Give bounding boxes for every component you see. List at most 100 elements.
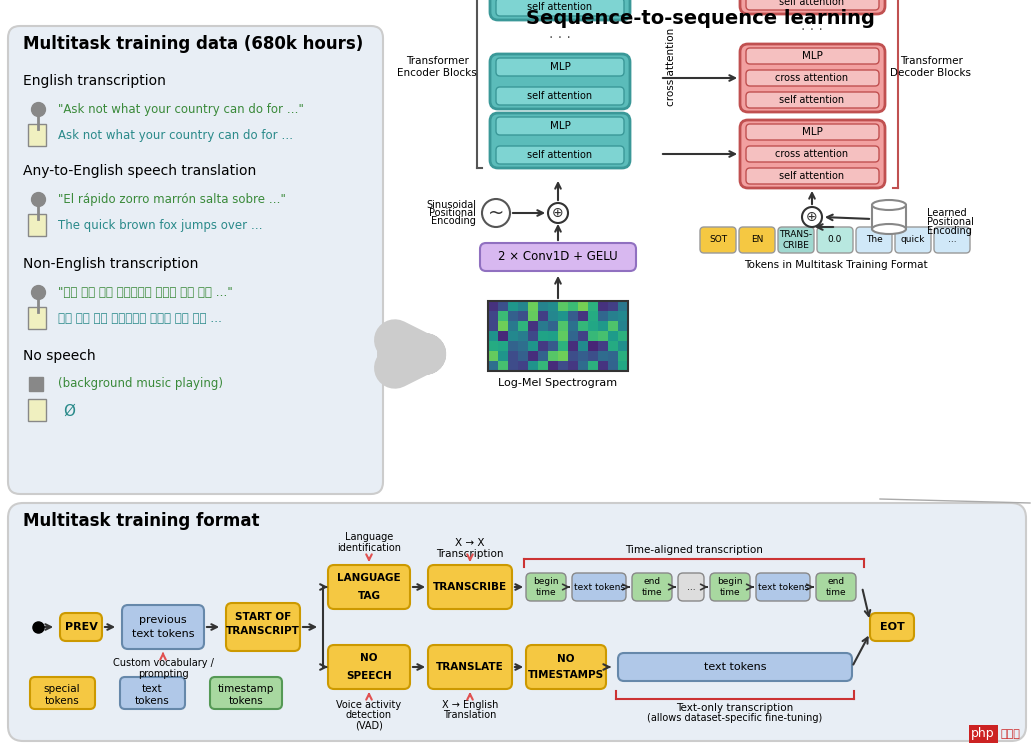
FancyBboxPatch shape	[428, 645, 512, 689]
FancyBboxPatch shape	[618, 653, 852, 681]
Bar	[28, 399, 46, 421]
FancyBboxPatch shape	[746, 92, 879, 108]
Text: TIMESTAMPS: TIMESTAMPS	[528, 670, 604, 680]
Ellipse shape	[872, 200, 906, 210]
Bar	[28, 124, 46, 146]
Bar	[588, 351, 598, 361]
Bar	[488, 301, 628, 371]
FancyBboxPatch shape	[740, 120, 885, 188]
Bar	[548, 361, 558, 371]
Text: ⊕: ⊕	[806, 210, 817, 224]
Bar	[618, 361, 628, 371]
FancyBboxPatch shape	[526, 573, 566, 601]
Bar	[548, 321, 558, 331]
Text: TAG: TAG	[357, 591, 380, 601]
FancyBboxPatch shape	[490, 54, 630, 109]
Text: No speech: No speech	[23, 349, 95, 363]
Text: Encoding: Encoding	[431, 216, 476, 226]
Bar	[518, 341, 528, 351]
Text: "언덕 위에 올라 내려다보면 너무나 넓고 넓은 …": "언덕 위에 올라 내려다보면 너무나 넓고 넓은 …"	[58, 285, 233, 299]
Bar	[508, 321, 518, 331]
Bar	[508, 311, 518, 321]
Bar	[608, 301, 618, 311]
Bar	[508, 301, 518, 311]
Bar	[528, 341, 538, 351]
Text: EN: EN	[751, 235, 764, 244]
Bar	[488, 361, 498, 371]
Bar	[518, 311, 528, 321]
FancyBboxPatch shape	[122, 605, 204, 649]
Bar	[618, 301, 628, 311]
FancyBboxPatch shape	[210, 677, 282, 709]
Text: end
time: end time	[641, 577, 662, 597]
Bar	[488, 331, 498, 341]
Bar	[568, 331, 578, 341]
FancyBboxPatch shape	[490, 113, 630, 168]
Text: PREV: PREV	[64, 622, 97, 632]
Bar	[488, 351, 498, 361]
Bar	[498, 351, 508, 361]
Bar	[608, 361, 618, 371]
Text: Tokens in Multitask Training Format: Tokens in Multitask Training Format	[744, 260, 928, 270]
Text: text tokens: text tokens	[703, 662, 767, 672]
Bar	[568, 351, 578, 361]
Text: MLP: MLP	[549, 121, 571, 131]
Text: Learned: Learned	[927, 208, 967, 218]
Bar	[498, 311, 508, 321]
Text: Ø: Ø	[63, 404, 75, 419]
Text: previous: previous	[139, 615, 186, 625]
Bar	[538, 301, 548, 311]
Bar	[548, 301, 558, 311]
Bar	[488, 301, 498, 311]
FancyBboxPatch shape	[30, 677, 95, 709]
Text: MLP: MLP	[802, 127, 823, 137]
FancyBboxPatch shape	[496, 58, 624, 76]
Text: The: The	[866, 235, 883, 244]
Bar	[598, 301, 608, 311]
Bar	[558, 331, 568, 341]
Bar	[558, 351, 568, 361]
Text: end
time: end time	[826, 577, 846, 597]
Bar	[598, 361, 608, 371]
FancyBboxPatch shape	[120, 677, 185, 709]
Bar	[558, 341, 568, 351]
Text: · · ·: · · ·	[801, 23, 823, 37]
Bar	[28, 307, 46, 329]
Text: identification: identification	[337, 543, 401, 553]
Text: (allows dataset-specific fine-tuning): (allows dataset-specific fine-tuning)	[648, 713, 823, 723]
Text: text tokens: text tokens	[574, 583, 625, 592]
Bar	[528, 351, 538, 361]
Bar	[508, 341, 518, 351]
Bar	[518, 301, 528, 311]
Text: cross attention: cross attention	[775, 73, 848, 83]
FancyBboxPatch shape	[496, 117, 624, 135]
Bar	[618, 321, 628, 331]
Bar	[588, 311, 598, 321]
FancyBboxPatch shape	[872, 203, 906, 231]
FancyBboxPatch shape	[496, 0, 624, 16]
Text: Multitask training data (680k hours): Multitask training data (680k hours)	[23, 35, 364, 53]
Bar	[568, 311, 578, 321]
Bar	[548, 311, 558, 321]
Text: TRANS-
CRIBE: TRANS- CRIBE	[779, 230, 812, 249]
Text: Text-only transcription: Text-only transcription	[677, 703, 794, 713]
Bar	[528, 321, 538, 331]
Text: Transformer: Transformer	[899, 56, 962, 66]
Circle shape	[482, 199, 510, 227]
Text: begin
time: begin time	[717, 577, 743, 597]
Text: X → X: X → X	[455, 538, 485, 548]
Bar	[528, 331, 538, 341]
Bar	[568, 321, 578, 331]
FancyBboxPatch shape	[895, 227, 931, 253]
FancyBboxPatch shape	[226, 603, 300, 651]
FancyBboxPatch shape	[496, 146, 624, 164]
Bar	[538, 321, 548, 331]
Text: · · ·: · · ·	[549, 31, 571, 45]
Bar	[518, 321, 528, 331]
Bar	[588, 321, 598, 331]
Circle shape	[802, 207, 822, 227]
Text: self attention: self attention	[527, 2, 593, 12]
Text: Sinusoidal: Sinusoidal	[426, 200, 476, 210]
Text: php: php	[972, 727, 995, 741]
FancyBboxPatch shape	[739, 227, 775, 253]
